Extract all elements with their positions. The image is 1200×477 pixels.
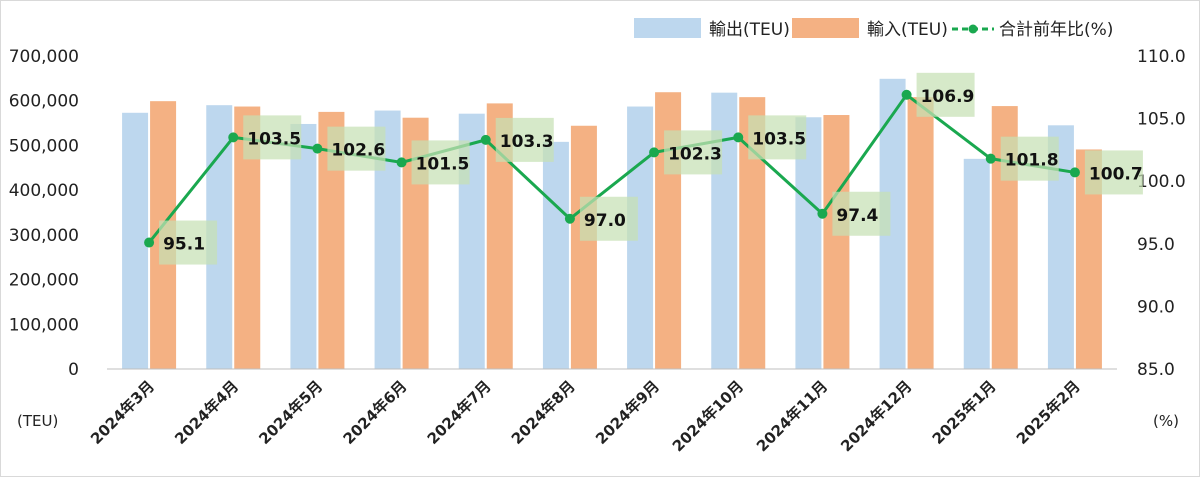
yoy-data-label: 103.5 [247,129,301,149]
legend-swatch-yoy-marker [968,24,978,34]
left-axis-tick: 700,000 [9,47,79,67]
right-axis-unit: (%) [1153,412,1179,430]
right-axis-tick: 110.0 [1137,47,1186,67]
left-axis-tick: 600,000 [9,92,79,112]
yoy-data-label: 97.4 [836,206,878,226]
right-axis-tick: 85.0 [1137,360,1175,380]
yoy-data-label: 95.1 [163,235,205,255]
yoy-data-label: 100.7 [1089,164,1143,184]
category-label: 2024年9月 [592,377,663,448]
category-label: 2024年4月 [171,377,242,448]
import-bar [907,97,934,369]
category-label: 2024年12月 [837,377,915,455]
yoy-point [480,134,491,145]
yoy-label-box [916,72,975,117]
yoy-data-label: 106.9 [921,87,975,107]
category-label: 2024年8月 [508,377,579,448]
yoy-label-box [748,115,807,160]
left-axis-tick: 400,000 [9,181,79,201]
import-bar [570,125,597,369]
import-bar [823,115,850,369]
legend-label-import: 輸入(TEU) [867,20,948,40]
export-bar [542,141,569,369]
category-labels: 2024年3月 2024年4月 2024年5月 2024年6月 2024年7月 2024年… [87,377,1084,455]
right-axis-tick: 95.0 [1137,235,1175,255]
yoy-data-label: 101.5 [416,154,470,174]
yoy-data-label: 97.0 [584,211,626,231]
category-label: 2024年6月 [340,377,411,448]
left-axis-tick: 0 [68,360,79,380]
right-axis-tick: 100.0 [1137,172,1186,192]
legend-label-export: 輸出(TEU) [709,20,790,40]
right-axis-tick: 90.0 [1137,297,1175,317]
right-axis-tick: 105.0 [1137,110,1186,130]
category-label: 2025年1月 [929,377,1000,448]
left-axis-tick: 200,000 [9,271,79,291]
yoy-label-box [243,115,302,160]
yoy-point [985,153,996,164]
yoy-data-label: 102.6 [331,141,385,161]
category-label: 2024年11月 [753,377,831,455]
right-axis: 85.0 90.0 95.0 100.0 105.0 110.0 [1137,47,1186,380]
legend-swatch-export [634,18,701,38]
yoy-point [144,237,155,248]
yoy-data-label: 103.5 [752,129,806,149]
yoy-point [564,213,575,224]
yoy-label-box [495,117,554,162]
legend-swatch-import [792,18,859,38]
yoy-label-box [411,140,470,185]
yoy-label-box [159,220,218,265]
left-axis-unit: (TEU) [17,412,58,430]
yoy-point [817,208,828,219]
export-bar [963,158,990,369]
yoy-label-box [1084,150,1143,195]
yoy-point [901,89,912,100]
export-bar [122,112,149,369]
yoy-label-box [327,126,386,171]
left-axis: 0 100,000 200,000 300,000 400,000 500,000 600,… [9,47,79,380]
left-axis-tick: 100,000 [9,315,79,335]
legend-label-yoy: 合計前年比(%) [999,20,1113,40]
export-bar [290,123,317,369]
yoy-point [228,132,239,143]
legend: 輸出(TEU) 輸入(TEU) 合計前年比(%) [634,18,1113,40]
yoy-point [1069,167,1080,178]
yoy-data-label: 102.3 [668,144,722,164]
yoy-point [312,143,323,154]
category-label: 2024年5月 [255,377,326,448]
yoy-label-box [832,191,891,236]
yoy-data-label: 101.8 [1005,151,1059,171]
category-label: 2025年2月 [1013,377,1084,448]
category-label: 2024年10月 [669,377,747,455]
category-label: 2024年3月 [87,377,158,448]
yoy-label-box [1000,136,1059,181]
yoy-data-label: 103.3 [500,132,554,152]
category-label: 2024年7月 [424,377,495,448]
left-axis-tick: 300,000 [9,226,79,246]
left-axis-tick: 500,000 [9,136,79,156]
yoy-point [396,157,407,168]
yoy-label-box [579,196,638,241]
yoy-point [649,147,660,158]
yoy-line-series: 95.1 103.5 102.6 101.5 103.3 97.0 102.3 103.5 97… [144,72,1143,265]
yoy-label-box [664,130,723,175]
yoy-point [733,132,744,143]
